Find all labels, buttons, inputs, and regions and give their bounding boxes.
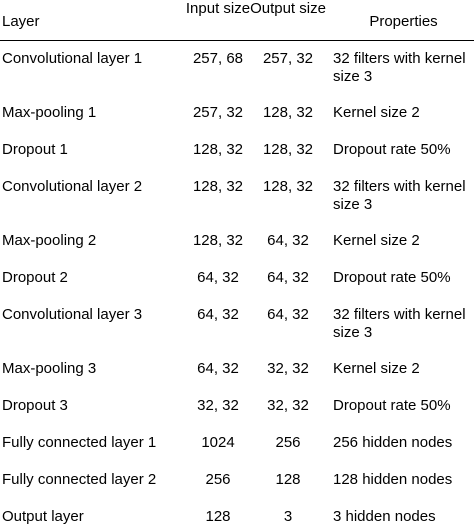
header-layer: Layer [2, 13, 40, 30]
row-properties: Kernel size 2 [333, 232, 420, 249]
table-header: Layer Input size Output size Properties [0, 0, 474, 40]
row-input-size: 64, 32 [197, 360, 239, 377]
row-properties: Dropout rate 50% [333, 397, 451, 414]
row-output-size: 128, 32 [262, 178, 314, 195]
row-input-size: 256 [205, 471, 231, 488]
row-output-size: 128, 32 [262, 141, 314, 158]
row-output-size: 64, 32 [267, 232, 309, 249]
row-properties: Kernel size 2 [333, 104, 420, 121]
row-input-size: 128, 32 [192, 141, 244, 158]
row-properties: 32 filters with kernel size 3 [333, 306, 466, 341]
row-output-size: 32, 32 [267, 360, 309, 377]
row-output-size: 64, 32 [267, 306, 309, 323]
row-input-size: 128, 32 [192, 178, 244, 195]
row-layer-name: Max-pooling 2 [2, 232, 97, 249]
row-layer-name: Max-pooling 1 [2, 104, 97, 121]
header-input-size: Input size [185, 0, 251, 17]
row-properties: 128 hidden nodes [333, 471, 453, 488]
row-layer-name: Dropout 3 [2, 397, 68, 414]
row-layer-name: Convolutional layer 2 [2, 178, 143, 195]
row-layer-name: Dropout 2 [2, 269, 68, 286]
row-output-size: 257, 32 [262, 50, 314, 67]
row-properties: 256 hidden nodes [333, 434, 453, 451]
row-layer-name: Convolutional layer 3 [2, 306, 143, 323]
row-layer-name: Dropout 1 [2, 141, 68, 158]
row-layer-name: Fully connected layer 2 [2, 471, 157, 488]
row-properties: 32 filters with kernel size 3 [333, 178, 466, 213]
row-properties: 3 hidden nodes [333, 508, 436, 525]
row-output-size: 256 [275, 434, 301, 451]
row-input-size: 128 [205, 508, 231, 525]
row-output-size: 3 [283, 508, 293, 525]
row-layer-name: Output layer [2, 508, 84, 525]
header-rule [0, 40, 474, 41]
row-input-size: 32, 32 [197, 397, 239, 414]
row-properties: Kernel size 2 [333, 360, 420, 377]
row-input-size: 257, 32 [192, 104, 244, 121]
row-output-size: 32, 32 [267, 397, 309, 414]
row-layer-name: Fully connected layer 1 [2, 434, 157, 451]
row-layer-name: Convolutional layer 1 [2, 50, 143, 67]
header-properties: Properties [369, 13, 438, 30]
row-input-size: 64, 32 [197, 269, 239, 286]
row-properties: 32 filters with kernel size 3 [333, 50, 466, 85]
row-input-size: 1024 [201, 434, 235, 451]
row-properties: Dropout rate 50% [333, 141, 451, 158]
row-output-size: 128, 32 [262, 104, 314, 121]
row-input-size: 64, 32 [197, 306, 239, 323]
row-layer-name: Max-pooling 3 [2, 360, 97, 377]
row-output-size: 128 [275, 471, 301, 488]
row-input-size: 257, 68 [192, 50, 244, 67]
row-input-size: 128, 32 [192, 232, 244, 249]
row-output-size: 64, 32 [267, 269, 309, 286]
header-output-size: Output size [250, 0, 326, 17]
row-properties: Dropout rate 50% [333, 269, 451, 286]
